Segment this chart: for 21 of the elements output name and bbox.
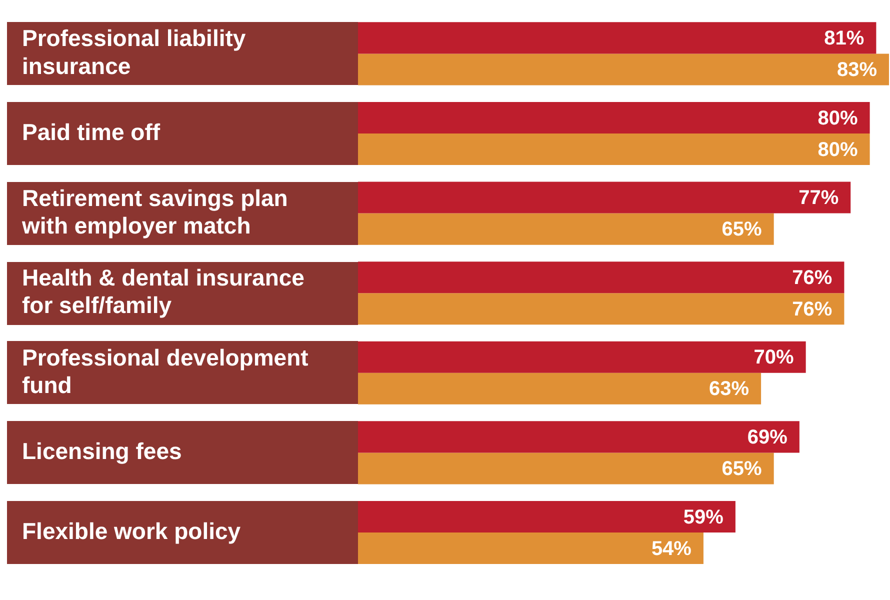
data-label: 65% xyxy=(722,218,762,241)
data-label: 83% xyxy=(836,58,878,81)
data-label: 65% xyxy=(722,458,762,480)
data-label: 76% xyxy=(792,298,832,320)
data-label: 69% xyxy=(747,426,788,448)
data-label: 63% xyxy=(709,378,750,400)
y-tick-label: Professional liability insurance xyxy=(22,25,246,79)
data-label: 59% xyxy=(683,506,724,528)
y-tick-label: Flexible work policy xyxy=(22,518,241,544)
data-label: 76% xyxy=(792,266,832,289)
y-tick-label: Paid time off xyxy=(22,118,160,145)
data-label: 80% xyxy=(818,138,858,161)
data-label: 81% xyxy=(824,27,864,50)
data-label: 80% xyxy=(818,107,858,130)
data-label: 54% xyxy=(651,538,692,560)
y-tick-label: Health & dental insurance for self/family xyxy=(22,264,304,318)
data-label: 77% xyxy=(798,187,839,210)
y-tick-label: Professional development fund xyxy=(22,344,309,398)
y-tick-label: Retirement savings plan with employer match xyxy=(21,184,288,238)
data-label: 70% xyxy=(754,346,794,369)
y-tick-label: Licensing fees xyxy=(22,438,182,464)
